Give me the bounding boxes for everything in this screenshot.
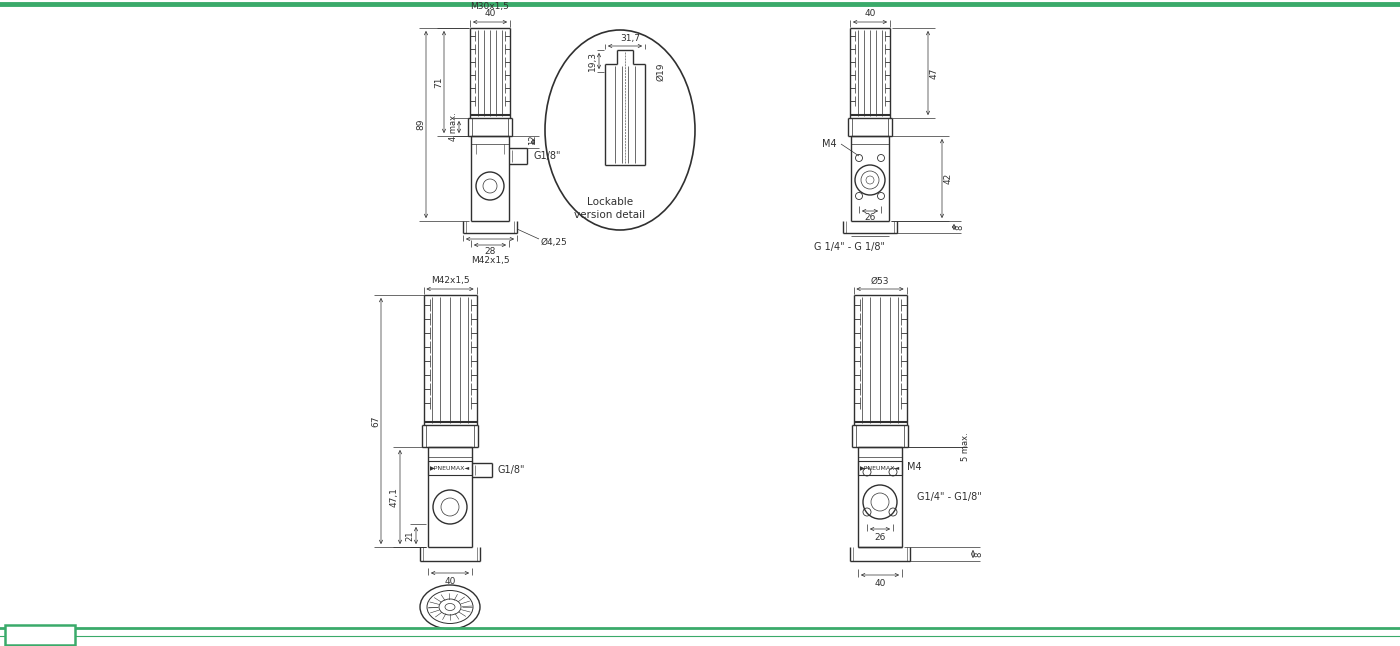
Text: G1/8": G1/8" [533,151,560,161]
Bar [6,625,76,645]
Text: M42x1,5: M42x1,5 [431,276,469,286]
Text: Ø19: Ø19 [657,63,665,81]
Text: ▶PNEUMAX◄: ▶PNEUMAX◄ [860,466,900,470]
Text: 26: 26 [864,213,875,222]
Bar [428,461,472,475]
Text: M30x1,5: M30x1,5 [470,1,510,10]
Bar [858,461,902,475]
Text: 8: 8 [974,551,983,557]
Text: 40: 40 [444,576,455,585]
Text: Ø53: Ø53 [871,276,889,286]
Text: 5 max.: 5 max. [962,433,970,461]
Text: 47: 47 [930,67,938,79]
Text: 40: 40 [484,10,496,19]
Text: G1/8": G1/8" [497,465,525,475]
Text: 42: 42 [944,173,952,184]
Text: Ø4,25: Ø4,25 [540,238,568,247]
Text: 40: 40 [875,579,886,587]
Text: Size 1: Size 1 [20,630,62,643]
Text: M4: M4 [907,462,921,472]
Text: 31,7: 31,7 [620,34,640,43]
Text: 71: 71 [434,76,444,88]
Text: 26: 26 [875,532,886,541]
Text: G 1/4" - G 1/8": G 1/4" - G 1/8" [815,242,885,252]
Text: 47,1: 47,1 [389,487,399,507]
Text: Lockable: Lockable [587,197,633,207]
Text: G1/4" - G1/8": G1/4" - G1/8" [917,492,981,502]
Text: 8: 8 [955,224,965,230]
Text: 21: 21 [406,530,414,541]
Text: version detail: version detail [574,210,645,220]
Text: 67: 67 [371,415,381,427]
Text: 4 max.: 4 max. [448,112,458,141]
Text: 89: 89 [417,119,426,130]
Text: 19,3: 19,3 [588,51,596,71]
Text: M4: M4 [822,139,836,149]
Text: 40: 40 [864,10,875,19]
Text: ▶PNEUMAX◄: ▶PNEUMAX◄ [430,466,470,470]
Text: 12: 12 [529,135,538,145]
Text: M42x1,5: M42x1,5 [470,256,510,266]
Text: 28: 28 [484,247,496,256]
